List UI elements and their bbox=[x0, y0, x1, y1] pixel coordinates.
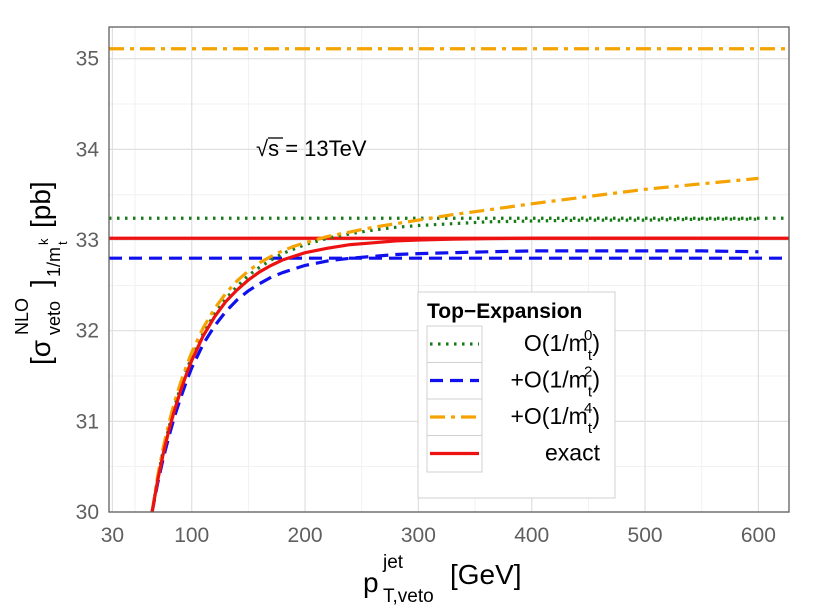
legend-label-prefix: + bbox=[510, 403, 523, 429]
legend-label-sub: t bbox=[588, 347, 593, 364]
y-tick-labels: 30 31 32 33 34 35 bbox=[76, 48, 100, 524]
svg-text:[σ NLO veto: [σ NLO veto ] 1/m k t [pb] bbox=[3, 181, 73, 365]
y-tick-label: 35 bbox=[76, 48, 99, 71]
y-tick-label: 30 bbox=[76, 501, 99, 524]
y-label-sub2-sup: k bbox=[36, 238, 51, 245]
legend-label: exact bbox=[545, 440, 601, 466]
legend-label-close: ) bbox=[592, 367, 600, 393]
legend-label-prefix: + bbox=[510, 367, 523, 393]
legend-label: +O(1/mt 4) bbox=[510, 400, 600, 437]
y-label-close: ] bbox=[25, 279, 56, 287]
legend-label-sup: 0 bbox=[584, 327, 592, 344]
legend-label: O(1/mt 0) bbox=[524, 327, 600, 364]
legend: Top−Expansion O(1/mt0)+O(1/mt2)+O(1/mt4)… bbox=[417, 291, 616, 499]
legend-label-sub: t bbox=[588, 384, 593, 401]
x-tick-label: 500 bbox=[628, 524, 663, 547]
y-label-unit: [pb] bbox=[25, 181, 56, 228]
x-tick-label: 200 bbox=[288, 524, 323, 547]
y-label-sub: veto bbox=[44, 301, 64, 335]
minor-gridlines bbox=[109, 27, 789, 512]
sqrt-symbol: √s bbox=[256, 136, 279, 161]
y-label-sub2: 1/m bbox=[44, 247, 64, 277]
legend-label-close: ) bbox=[592, 403, 600, 429]
x-label-sup: jet bbox=[382, 552, 404, 573]
x-tick-label: 600 bbox=[741, 524, 776, 547]
y-label-main: [σ bbox=[25, 340, 56, 365]
energy-value: = 13TeV bbox=[279, 136, 367, 161]
series-lines bbox=[150, 176, 759, 513]
legend-label: +O(1/mt 2) bbox=[510, 364, 600, 401]
y-label-sub2-sub: t bbox=[55, 241, 70, 245]
legend-label-sub: t bbox=[588, 420, 593, 437]
x-label-sub: T,veto bbox=[383, 586, 434, 607]
x-label-unit: [GeV] bbox=[450, 559, 522, 590]
x-axis-label: p jet T,veto [GeV] bbox=[363, 543, 522, 608]
series-line bbox=[150, 236, 759, 513]
y-tick-label: 31 bbox=[76, 410, 99, 433]
legend-title: Top−Expansion bbox=[427, 300, 582, 323]
legend-label-close: ) bbox=[592, 330, 600, 356]
legend-entries: O(1/mt0)+O(1/mt2)+O(1/mt4)exact bbox=[426, 325, 601, 473]
x-tick-label: 300 bbox=[401, 524, 436, 547]
x-tick-label: 100 bbox=[174, 524, 209, 547]
x-tick-label: 400 bbox=[514, 524, 549, 547]
legend-label-main: O(1/m bbox=[524, 330, 588, 356]
y-axis-label: [σ NLO veto ] 1/m k t [pb] bbox=[3, 181, 73, 365]
asymptote-lines bbox=[109, 47, 789, 260]
y-tick-label: 34 bbox=[76, 138, 100, 161]
legend-label-main: O(1/m bbox=[524, 367, 588, 393]
y-tick-label: 33 bbox=[76, 229, 99, 252]
legend-label-sup: 2 bbox=[584, 364, 592, 381]
x-tick-label: 30 bbox=[101, 524, 124, 547]
y-tick-label: 32 bbox=[76, 320, 99, 343]
series-line bbox=[150, 176, 759, 513]
legend-label-sup: 4 bbox=[584, 400, 592, 417]
panel-border bbox=[108, 26, 790, 513]
x-tick-labels: 30 100 200 300 400 500 600 bbox=[101, 524, 776, 547]
y-label-sup: NLO bbox=[12, 298, 32, 335]
legend-label-main: O(1/m bbox=[524, 403, 588, 429]
energy-annotation: √s = 13TeV bbox=[256, 136, 367, 161]
legend-label-main: exact bbox=[545, 440, 601, 466]
x-label-main: p bbox=[363, 567, 379, 598]
